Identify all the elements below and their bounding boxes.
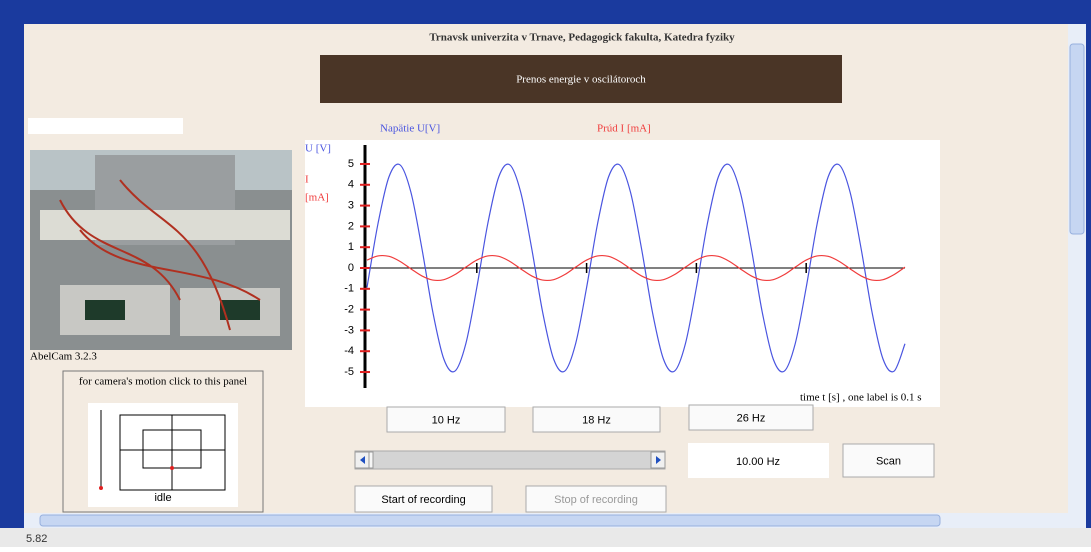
- x-axis-label: time t [s] , one label is 0.1 s: [800, 392, 922, 404]
- y-tick-label: 1: [348, 241, 354, 253]
- y-tick-label: -2: [344, 304, 354, 316]
- camera-caption: AbelCam 3.2.3: [30, 351, 97, 363]
- start-button[interactable]: [354, 485, 493, 513]
- y-tick-label: -3: [344, 324, 354, 336]
- frequency-display-box: [688, 443, 829, 478]
- camera-shelf: [40, 210, 290, 240]
- legend-entry: Napätie U[V]: [380, 123, 440, 135]
- camera-panel-label: for camera's motion click to this panel: [79, 376, 247, 388]
- plot-area: [305, 140, 940, 407]
- i-axis-label: [mA]: [305, 192, 329, 204]
- u-axis-label: U [V]: [305, 143, 331, 155]
- y-tick-label: 4: [348, 179, 354, 191]
- institution: Trnavsk univerzita v Trnave, Pedagogick …: [429, 32, 735, 44]
- controls: 10.00 Hz 10 Hz 18 Hz 26 Hz Scan Start of rec…: [354, 404, 935, 513]
- y-tick-label: 3: [348, 199, 354, 211]
- scan-button-label: Scan: [876, 455, 901, 467]
- i-axis-label: I: [305, 174, 309, 186]
- camera-wires: [59, 179, 261, 331]
- legend-entry: Prúd I [mA]: [597, 123, 651, 135]
- title-box: [320, 55, 842, 103]
- blank-field: [28, 118, 183, 134]
- pan-marker: [170, 466, 174, 470]
- camera-status: idle: [154, 492, 171, 504]
- y-tick-label: 0: [348, 262, 354, 274]
- preset-button-label: 10 Hz: [432, 414, 461, 426]
- slider-thumb[interactable]: [368, 451, 374, 469]
- series-line: [366, 163, 906, 373]
- h-scroll-thumb[interactable]: [39, 514, 941, 527]
- status-bar: [0, 528, 1091, 547]
- preset-button-label: 18 Hz: [582, 414, 611, 426]
- camera-display: [85, 300, 125, 320]
- y-tick-label: 2: [348, 220, 354, 232]
- frequency-slider[interactable]: [354, 450, 666, 470]
- tilt-marker: [99, 486, 103, 490]
- scan-button[interactable]: [842, 443, 935, 478]
- stop-button[interactable]: [525, 485, 667, 513]
- start-button-label: Start of recording: [381, 494, 465, 506]
- plot: -5 -4 -3 -2 -1 0 1 2 3 4 5: [344, 145, 906, 388]
- v-scroll-thumb[interactable]: [1069, 43, 1085, 235]
- preset-button[interactable]: [386, 406, 506, 433]
- status-text: 5.82: [26, 533, 47, 545]
- frequency-display: 10.00 Hz: [736, 456, 780, 468]
- series-line: [366, 254, 906, 282]
- y-tick-label: -4: [344, 345, 354, 357]
- camera-image: [30, 150, 292, 350]
- y-tick-label: 5: [348, 158, 354, 170]
- y-tick-label: -5: [344, 366, 354, 378]
- y-tick-label: -1: [344, 283, 354, 295]
- preset-button[interactable]: [532, 406, 661, 433]
- preset-button[interactable]: [688, 404, 814, 431]
- title: Prenos energie v oscilátoroch: [516, 74, 646, 86]
- camera-display: [220, 300, 260, 320]
- preset-button-label: 26 Hz: [737, 412, 766, 424]
- stop-button-label: Stop of recording: [554, 494, 638, 506]
